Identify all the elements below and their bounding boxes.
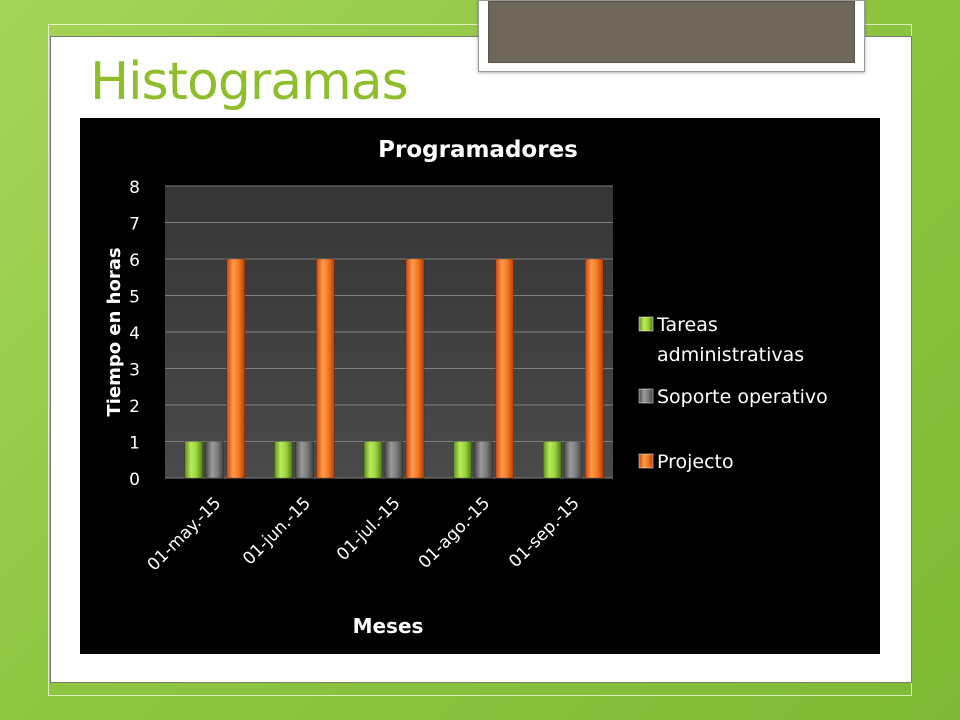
- bar: [542, 441, 562, 479]
- legend: Tareas administrativas Soporte operativo Pr…: [638, 314, 828, 473]
- y-tick-label: 8: [129, 178, 140, 198]
- x-tick-label: 01-jun.-15: [239, 493, 315, 569]
- x-tick-label: 01-sep.-15: [505, 493, 584, 572]
- x-tick-label: 01-may.-15: [144, 493, 226, 575]
- legend-label: Projecto: [657, 451, 734, 473]
- y-tick-label: 0: [129, 470, 140, 490]
- photo-frame: [478, 0, 865, 72]
- y-tick-label: 3: [129, 361, 140, 381]
- legend-label: Soporte operativo: [657, 386, 828, 408]
- bar: [384, 441, 404, 479]
- legend-swatch: [638, 453, 654, 469]
- chart-title: Programadores: [378, 137, 578, 163]
- bar: [495, 258, 514, 479]
- bar: [295, 441, 314, 479]
- y-tick-labels: 0 1 2 3 4 5 6 7 8: [129, 178, 140, 490]
- y-tick-label: 7: [129, 215, 140, 235]
- legend-swatch: [638, 388, 654, 404]
- y-axis-label: Tiempo en horas: [104, 247, 125, 416]
- bar: [363, 441, 383, 479]
- chart-area: 0 1 2 3 4 5 6 7 8 01-may.-15 01-jun.-15 01-jul.-15…: [80, 118, 880, 654]
- bar: [405, 258, 425, 479]
- bar: [563, 441, 583, 479]
- legend-label: Tareas administrativas: [656, 314, 804, 366]
- x-axis-label: Meses: [353, 614, 424, 638]
- bar-chart: 0 1 2 3 4 5 6 7 8 01-may.-15 01-jun.-15 01-jul.-15…: [104, 137, 828, 638]
- x-tick-labels: 01-may.-15 01-jun.-15 01-jul.-15 01-ago.-15…: [144, 493, 584, 575]
- y-tick-label: 2: [129, 397, 140, 417]
- y-tick-label: 4: [129, 324, 140, 344]
- slide-title: Histogramas: [90, 52, 409, 112]
- x-tick-label: 01-jul.-15: [333, 493, 405, 565]
- bars: [184, 258, 604, 479]
- bar: [584, 258, 604, 479]
- bar: [453, 441, 472, 479]
- bar: [205, 441, 225, 479]
- x-tick-label: 01-ago.-15: [415, 493, 494, 572]
- bar: [274, 441, 293, 479]
- y-tick-label: 6: [129, 251, 140, 271]
- legend-swatch: [638, 316, 654, 332]
- bar: [184, 441, 204, 479]
- photo-placeholder: [488, 1, 855, 63]
- bar: [226, 258, 246, 479]
- y-tick-label: 1: [129, 434, 140, 454]
- y-tick-label: 5: [129, 288, 140, 308]
- bar: [474, 441, 493, 479]
- bar: [316, 258, 335, 479]
